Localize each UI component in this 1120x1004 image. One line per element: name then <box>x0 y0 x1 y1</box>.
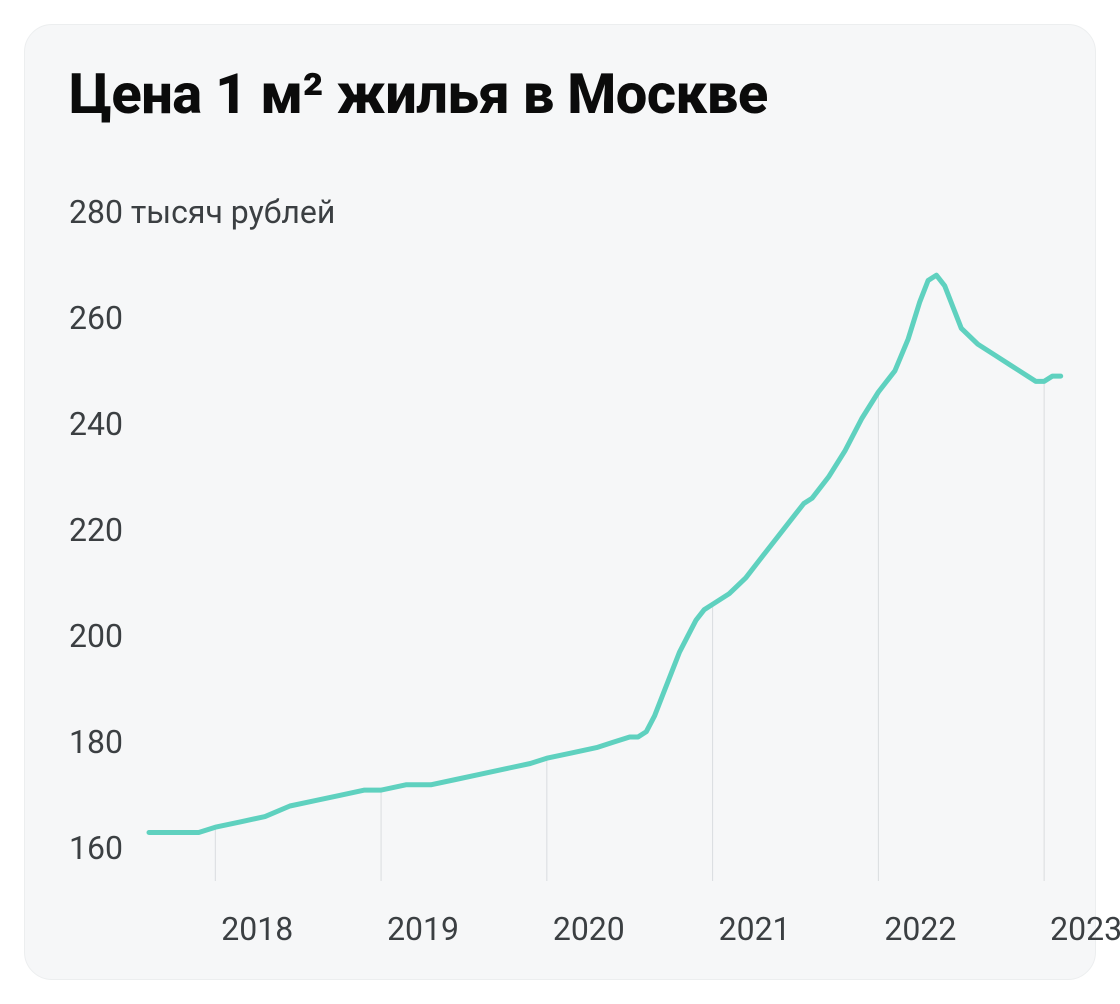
chart-title: Цена 1 м² жилья в Москве <box>69 61 768 127</box>
chart-card: Цена 1 м² жилья в Москве 160180200220240… <box>24 24 1096 980</box>
chart-svg <box>69 185 1069 945</box>
chart-area: 160180200220240260280 тысяч рублей201820… <box>69 185 1069 945</box>
price-line <box>149 275 1061 832</box>
